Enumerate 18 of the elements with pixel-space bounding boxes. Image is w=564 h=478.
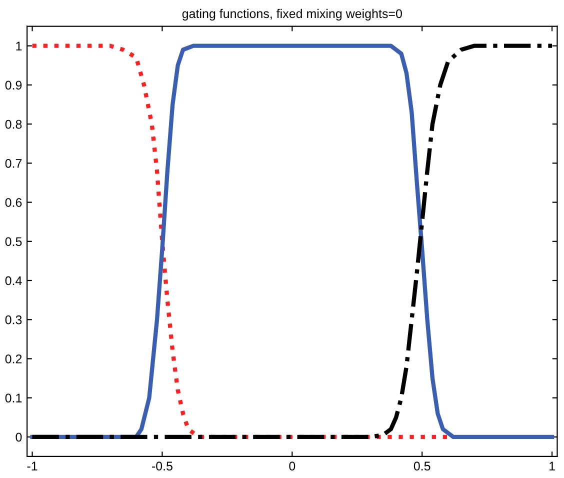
x-tick-label: -0.5	[152, 462, 172, 471]
y-tick-label: 0	[16, 432, 22, 442]
y-tick-label: 0.3	[5, 315, 22, 324]
y-tick-label: 0.2	[5, 354, 22, 364]
y-tick-label: 0.1	[5, 394, 22, 402]
y-tick-label: 0.7	[5, 158, 22, 168]
y-tick-label: 0.6	[5, 198, 22, 207]
x-tick-label: -1	[27, 462, 38, 470]
y-tick-label: 0.5	[5, 237, 22, 246]
y-tick-label: 1	[16, 42, 22, 50]
y-tick-label: 0.9	[5, 80, 22, 90]
y-tick-label: 0.8	[5, 120, 22, 129]
line-series	[30, 44, 554, 440]
y-tick-label: 0.4	[5, 276, 22, 286]
x-tick-label: 0	[289, 462, 296, 471]
x-tick-label: 0.5	[414, 462, 430, 471]
chart-title: gating functions, fixed mixing weights=0	[182, 8, 402, 21]
x-tick-label: 1	[550, 462, 555, 470]
